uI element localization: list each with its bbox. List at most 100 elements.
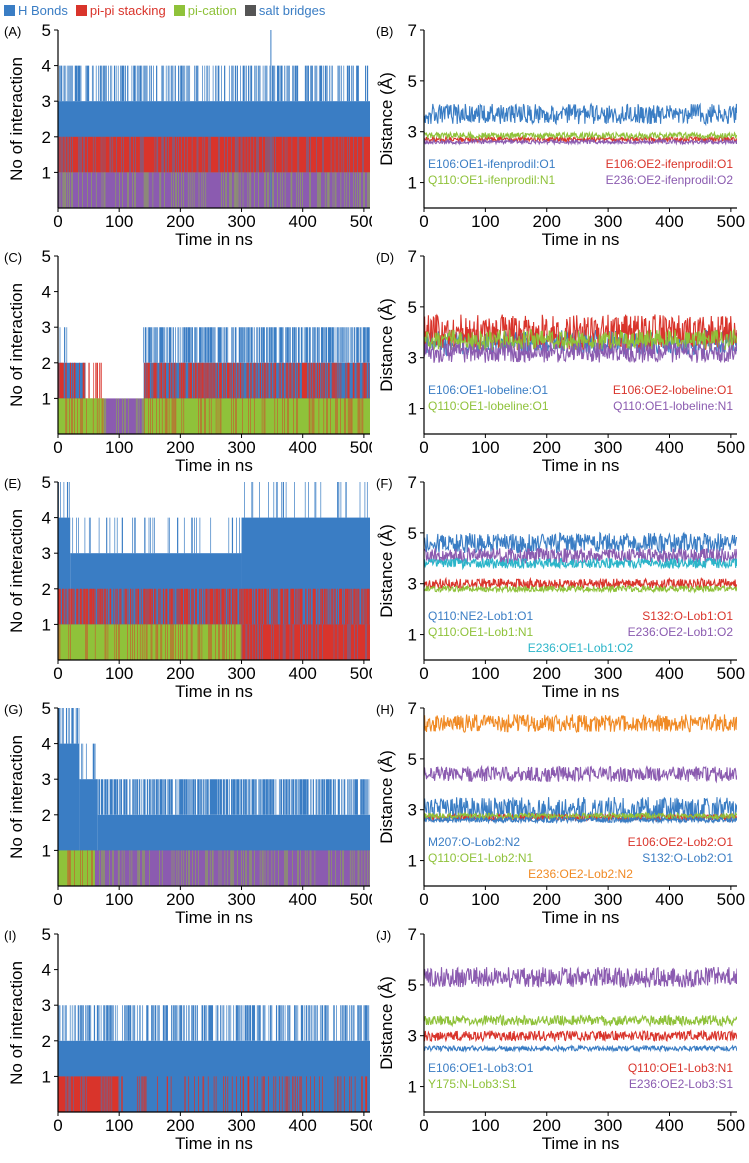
x-tick-label: 100 [105, 438, 133, 457]
panel-letter: (A) [4, 24, 21, 39]
line-series-e236-oe2-ifenprodil-o2 [424, 137, 737, 146]
x-tick-label: 400 [289, 212, 317, 231]
x-tick-label: 400 [655, 438, 683, 457]
panel-letter: (F) [376, 476, 393, 491]
y-tick-label: 4 [42, 57, 51, 76]
x-tick-label: 400 [655, 1116, 683, 1135]
chart-b: (B) E106:OE1-ifenprodil:O1 E106:OE2-ifenpr… [376, 21, 745, 249]
bar-stripes [59, 172, 370, 208]
x-tick-label: 300 [594, 438, 622, 457]
panel-letter: (I) [4, 928, 16, 943]
y-tick-label: 7 [408, 474, 417, 492]
x-tick-label: 300 [594, 890, 622, 909]
x-axis-label: Time in ns [175, 908, 253, 926]
y-tick-label: 7 [408, 248, 417, 266]
chart-j: (J) E106:OE1-Lob3:O1 Q110:OE1-Lob3:N1 Y175:… [376, 925, 745, 1153]
bar-block [143, 398, 370, 434]
x-axis-label: Time in ns [175, 1134, 253, 1152]
legend-item-hbonds: H Bonds [4, 3, 68, 18]
bar-stripes [65, 398, 104, 434]
y-tick-label: 1 [42, 615, 51, 634]
y-tick-label: 5 [408, 298, 417, 317]
bar-block [58, 172, 370, 208]
series-label: Y175:N-Lob3:S1 [428, 1077, 517, 1091]
x-tick-label: 0 [53, 212, 62, 231]
x-tick-label: 100 [105, 664, 133, 683]
x-tick-label: 300 [227, 890, 255, 909]
panel-g: (G) 0 100 200 300 400 500 1 2 3 4 5 Time in ns No of … [0, 699, 379, 927]
y-tick-label: 7 [408, 22, 417, 40]
legend-label-hbonds: H Bonds [18, 2, 68, 18]
plot-area [424, 714, 737, 825]
y-tick-label: 5 [408, 72, 417, 91]
line-series-q110-oe1-lob3-n1 [424, 1029, 737, 1043]
y-tick-label: 3 [42, 770, 51, 789]
x-tick-label: 0 [419, 212, 428, 231]
x-tick-label: 200 [533, 890, 561, 909]
panel-letter: (J) [376, 928, 391, 943]
plot-area [424, 313, 737, 364]
line-series-e236-oe2-lob3-s1 [424, 966, 737, 989]
line-series-e106-oe1-ifenprodil-o1 [424, 102, 737, 127]
x-axis-label: Time in ns [542, 456, 620, 474]
bar-stripes [65, 1076, 119, 1112]
y-tick-label: 5 [408, 524, 417, 543]
panel-h: (H) M207:O-Lob2:N2 E106:OE2-Lob2:O1 Q110:OE… [372, 699, 749, 927]
series-label: E106:OE1-Lob3:O1 [428, 1061, 534, 1075]
x-tick-label: 200 [166, 1116, 194, 1135]
y-tick-label: 3 [408, 1027, 417, 1046]
bar-stripes [144, 398, 364, 434]
chart-g: (G) 0 100 200 300 400 500 1 2 3 4 5 Time in ns No of … [4, 699, 379, 927]
chart-h: (H) M207:O-Lob2:N2 E106:OE2-Lob2:O1 Q110:OE… [376, 699, 745, 927]
plot-area [58, 327, 370, 434]
x-tick-label: 100 [471, 664, 499, 683]
series-label: E236:OE2-ifenprodil:O2 [606, 173, 734, 187]
bar-series-pi-pi-stacking [58, 1076, 120, 1112]
x-tick-label: 500 [717, 438, 745, 457]
chart-a: (A) 0 100 200 300 400 500 1 2 3 4 5 Time in ns No of … [4, 21, 378, 249]
x-tick-label: 300 [227, 664, 255, 683]
x-tick-label: 100 [105, 212, 133, 231]
x-tick-label: 100 [471, 438, 499, 457]
bar-spikes [81, 743, 96, 780]
series-label: Q110:NE2-Lob1:O1 [428, 609, 534, 623]
legend-swatch-saltbridges [244, 4, 256, 16]
y-tick-label: 5 [42, 22, 51, 40]
panel-letter: (G) [4, 702, 23, 717]
x-tick-label: 400 [289, 890, 317, 909]
legend-item-pipi: pi-pi stacking [75, 3, 166, 18]
legend-label-saltbridges: salt bridges [258, 2, 326, 18]
axes: 0 100 200 300 400 500 1 2 3 4 5 [42, 699, 379, 909]
axes: 0 100 200 300 400 500 1 3 5 7 [408, 247, 746, 457]
y-axis-label: Distance (Å) [377, 976, 396, 1070]
x-tick-label: 200 [166, 664, 194, 683]
series-label: Q110:OE1-Lob3:N1 [628, 1061, 734, 1075]
line-series-s132-o-lob2-o1 [424, 815, 737, 825]
x-tick-label: 400 [655, 890, 683, 909]
y-tick-label: 4 [42, 961, 51, 980]
bar-series-pi-cation [58, 398, 104, 434]
bar-series-pi-cation [58, 624, 242, 660]
panel-b: (B) E106:OE1-ifenprodil:O1 E106:OE2-ifenpr… [372, 21, 749, 249]
line-series-e236-oe2-lob1-o2 [424, 546, 737, 566]
y-tick-label: 3 [42, 996, 51, 1015]
x-tick-label: 300 [594, 664, 622, 683]
series-label: Q110:OE1-Lob1:N1 [428, 625, 534, 639]
line-series-q110-oe1-ifenprodil-n1 [424, 130, 737, 141]
x-axis-label: Time in ns [542, 230, 620, 248]
line-series-q110-oe1-lobeline-n1 [424, 340, 737, 364]
y-tick-label: 2 [42, 128, 51, 147]
axes: 0 100 200 300 400 500 1 2 3 4 5 [42, 247, 379, 457]
x-tick-label: 500 [717, 664, 745, 683]
y-tick-label: 3 [408, 575, 417, 594]
legend-swatch-hbonds [4, 4, 15, 16]
chart-d: (D) E106:OE1-lobeline:O1 E106:OE2-lobeline… [376, 247, 746, 475]
bar-spikes [59, 327, 68, 363]
bar-block [58, 1076, 120, 1112]
x-tick-label: 200 [533, 1116, 561, 1135]
y-tick-label: 3 [42, 544, 51, 563]
x-tick-label: 500 [717, 1116, 745, 1135]
y-axis-label: No of interaction [7, 961, 26, 1085]
x-tick-label: 0 [53, 1116, 62, 1135]
series-label: E106:OE1-ifenprodil:O1 [428, 157, 556, 171]
